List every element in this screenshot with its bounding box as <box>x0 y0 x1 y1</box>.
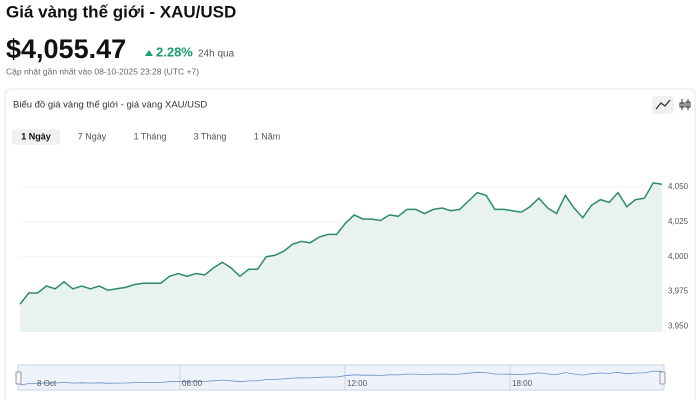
panel-title: Biểu đồ giá vàng thế giới - giá vàng XAU… <box>13 100 207 111</box>
updated: Cập nhật gần nhất vào 08-10-2025 23:28 (… <box>6 66 199 76</box>
price: $4,055.47 <box>6 34 126 64</box>
change: 2.28% <box>156 44 193 59</box>
nav-handle[interactable] <box>15 371 22 385</box>
y-tick-label: 4,050 <box>668 182 689 191</box>
tab[interactable]: 1 Tháng <box>134 131 167 141</box>
nav-handle[interactable] <box>659 371 666 385</box>
candle-icon[interactable] <box>679 99 691 110</box>
title: Giá vàng thế giới - XAU/USD <box>6 2 236 21</box>
y-tick-label: 4,000 <box>668 252 689 261</box>
tab[interactable]: 7 Ngày <box>78 131 107 141</box>
navigator-label: 18:00 <box>512 379 533 388</box>
navigator[interactable] <box>17 364 665 391</box>
tab[interactable]: 1 Ngày <box>21 131 51 141</box>
up-arrow <box>145 50 153 56</box>
navigator-label: 06:00 <box>182 379 203 388</box>
period: 24h qua <box>198 49 235 60</box>
area <box>20 182 662 332</box>
tab-active-bg <box>12 129 60 145</box>
panel <box>4 88 696 405</box>
y-tick-label: 4,025 <box>668 217 689 226</box>
tab[interactable]: 3 Tháng <box>194 131 227 141</box>
navigator-label: 12:00 <box>347 379 368 388</box>
line-icon-glyph <box>655 99 671 110</box>
tab[interactable]: 1 Năm <box>254 131 281 141</box>
navigator-line <box>19 370 663 386</box>
navigator-label: 8 Oct <box>37 379 57 388</box>
y-tick-label: 3,975 <box>668 287 689 296</box>
line <box>19 182 663 305</box>
y-tick-label: 3,950 <box>668 322 689 331</box>
